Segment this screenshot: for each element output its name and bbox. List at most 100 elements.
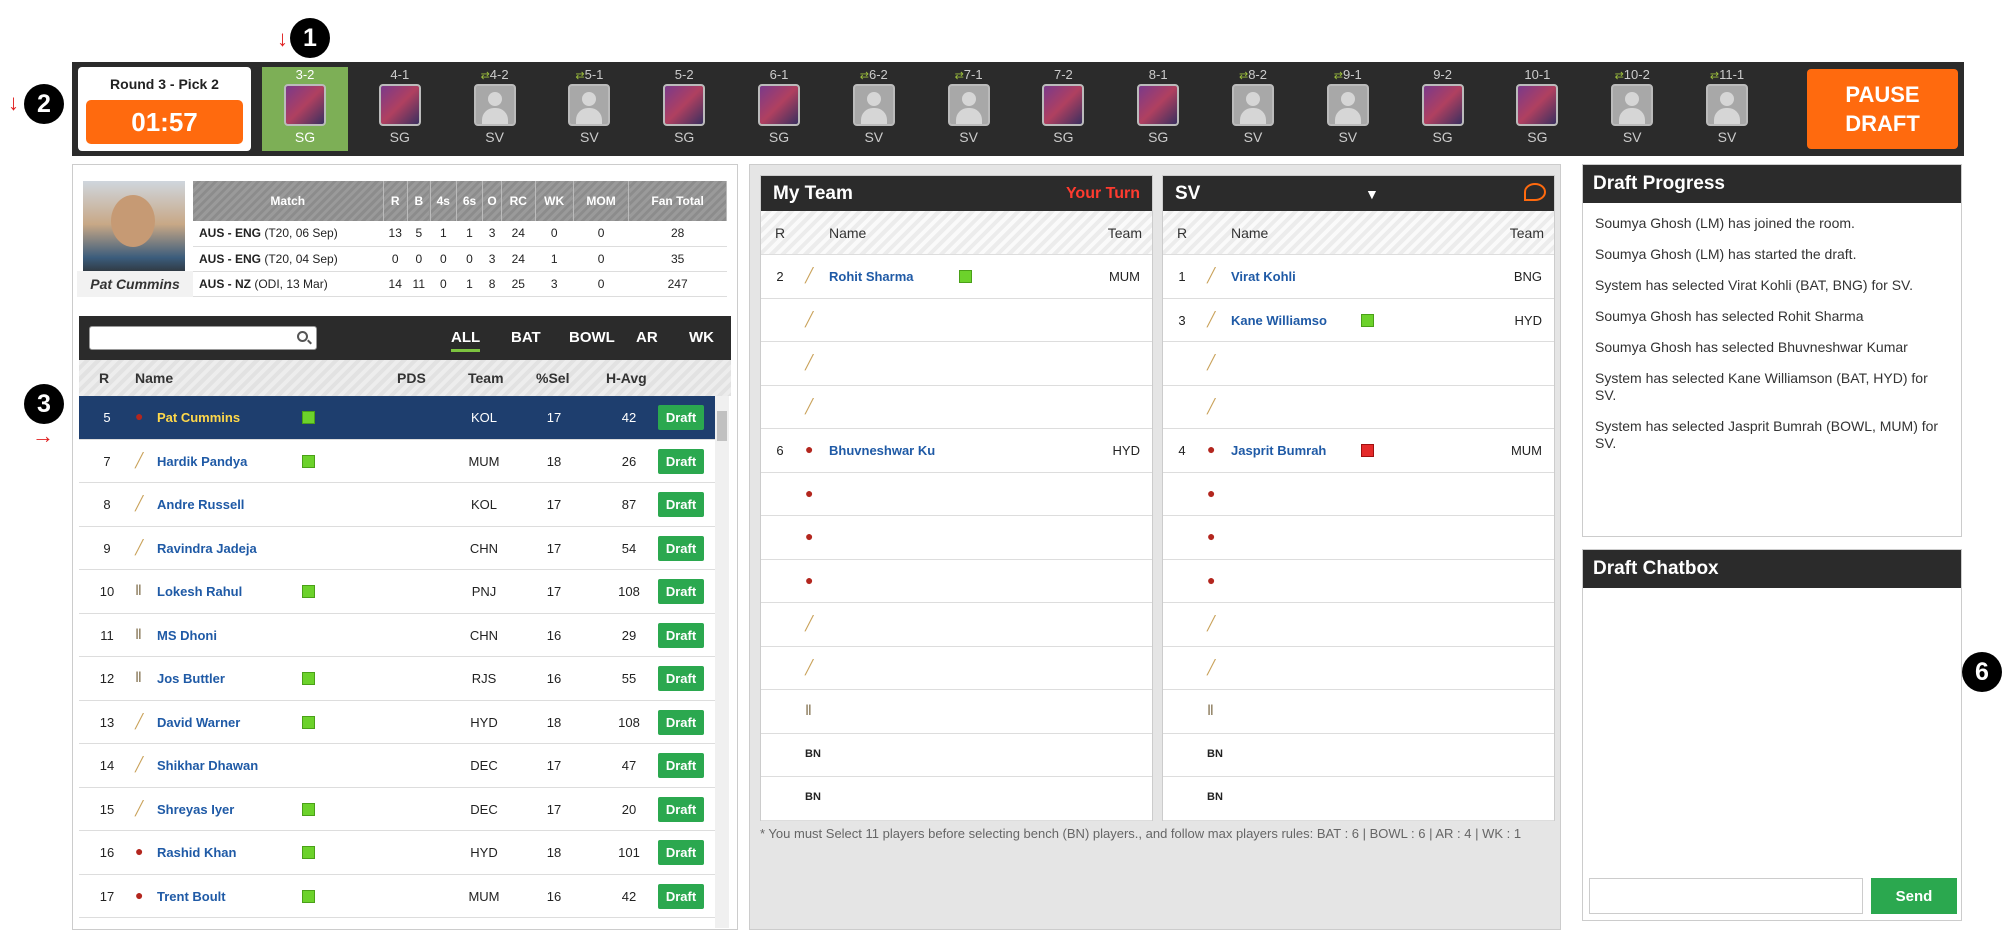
player-name[interactable]: Jos Buttler	[157, 671, 225, 686]
bat-icon: ╱	[135, 756, 144, 772]
bench-label: BN	[1207, 791, 1223, 803]
col-name: Name	[829, 225, 867, 241]
filter-tab-wk[interactable]: WK	[689, 329, 714, 346]
pick-slot[interactable]: ⇄9-1 SV	[1305, 67, 1391, 151]
stat-header: 4s	[430, 181, 457, 221]
player-row[interactable]: 13 ╱ David Warner HYD 18 108 Draft	[79, 701, 715, 744]
draft-button[interactable]: Draft	[658, 622, 704, 648]
scrollbar-thumb[interactable]	[717, 411, 727, 441]
slot-player-name[interactable]: Rohit Sharma	[829, 269, 914, 284]
pick-position: SG	[1148, 129, 1169, 145]
draft-button[interactable]: Draft	[658, 709, 704, 735]
col-pds: PDS	[397, 370, 426, 386]
team-slot: ╱	[1163, 342, 1554, 386]
filter-tab-all[interactable]: ALL	[451, 329, 481, 352]
pick-slot[interactable]: 5-2 SG	[641, 67, 727, 151]
player-name[interactable]: Pat Cummins	[157, 410, 241, 425]
player-name[interactable]: David Warner	[157, 714, 241, 730]
filter-tab-bowl[interactable]: BOWL	[569, 329, 615, 346]
bat-icon: ╱	[135, 712, 144, 729]
swap-icon: ⇄	[1709, 70, 1720, 82]
col-sel: %Sel	[536, 370, 570, 386]
pds-indicator	[302, 672, 315, 685]
filter-tab-bat[interactable]: BAT	[511, 329, 541, 346]
draft-button[interactable]: Draft	[658, 535, 704, 561]
ball-icon: ●	[135, 843, 144, 859]
pick-position: SV	[864, 129, 884, 145]
pds-indicator	[959, 270, 972, 283]
pick-slot[interactable]: 8-1 SG	[1115, 67, 1201, 151]
player-name[interactable]: Lokesh Rahul	[157, 584, 243, 599]
player-team: MUM	[468, 888, 500, 904]
pick-slot[interactable]: 3-2 SG	[262, 67, 348, 151]
stat-header: MOM	[573, 181, 630, 221]
chat-input[interactable]	[1589, 878, 1863, 914]
player-name[interactable]: Trent Boult	[157, 888, 226, 904]
draft-button[interactable]: Draft	[658, 448, 704, 474]
pause-draft-button[interactable]: PAUSE DRAFT	[1807, 69, 1958, 149]
pick-slot[interactable]: ⇄11-1 SV	[1684, 67, 1770, 151]
player-name[interactable]: Rashid Khan	[157, 845, 237, 860]
player-row[interactable]: 8 ╱ Andre Russell KOL 17 87 Draft	[79, 483, 715, 527]
player-row[interactable]: 11 Ⅱ MS Dhoni CHN 16 29 Draft	[79, 614, 715, 657]
pick-slot[interactable]: ⇄5-1 SV	[546, 67, 632, 151]
pick-slot[interactable]: ⇄7-1 SV	[926, 67, 1012, 151]
slot-team: HYD	[1112, 443, 1140, 458]
stat-value: 1	[430, 221, 457, 247]
player-row[interactable]: 10 Ⅱ Lokesh Rahul PNJ 17 108 Draft	[79, 570, 715, 614]
slot-player-name[interactable]: Jasprit Bumrah	[1231, 443, 1327, 458]
player-row[interactable]: 14 ╱ Shikhar Dhawan DEC 17 47 Draft	[79, 744, 715, 788]
player-row[interactable]: 7 ╱ Hardik Pandya MUM 18 26 Draft	[79, 440, 715, 483]
team-dropdown-icon[interactable]: ▼	[1365, 186, 1379, 202]
draft-button[interactable]: Draft	[658, 753, 704, 778]
player-name[interactable]: MS Dhoni	[157, 627, 217, 643]
draft-button[interactable]: Draft	[658, 840, 704, 865]
draft-button[interactable]: Draft	[658, 666, 704, 691]
player-photo	[83, 181, 185, 277]
draft-button[interactable]: Draft	[658, 796, 704, 822]
team-slot: ●	[761, 560, 1152, 603]
pick-slot[interactable]: ⇄6-2 SV	[831, 67, 917, 151]
search-icon[interactable]	[297, 331, 308, 342]
pick-number: ⇄6-2	[831, 67, 917, 83]
player-name[interactable]: Andre Russell	[157, 497, 245, 512]
pick-slot[interactable]: 10-1 SG	[1494, 67, 1580, 151]
player-row[interactable]: 5 ● Pat Cummins KOL 17 42 Draft	[79, 396, 715, 440]
pick-number-text: 9-1	[1343, 67, 1362, 82]
slot-player-name[interactable]: Bhuvneshwar Ku	[829, 443, 936, 458]
draft-order-bar: Round 3 - Pick 2 01:57 3-2 SG 4-1 SG ⇄4-2 SV ⇄…	[72, 62, 1964, 156]
players-scrollbar[interactable]	[715, 396, 729, 928]
player-row[interactable]: 15 ╱ Shreyas Iyer DEC 17 20 Draft	[79, 788, 715, 831]
player-row[interactable]: 12 Ⅱ Jos Buttler RJS 16 55 Draft	[79, 657, 715, 701]
filter-tab-ar[interactable]: AR	[636, 329, 658, 346]
pick-slot[interactable]: ⇄8-2 SV	[1210, 67, 1296, 151]
player-row[interactable]: 16 ● Rashid Khan HYD 18 101 Draft	[79, 831, 715, 875]
pick-avatar	[1516, 84, 1559, 126]
draft-button[interactable]: Draft	[658, 883, 704, 909]
pick-avatar	[378, 84, 421, 126]
send-button[interactable]: Send	[1871, 878, 1957, 914]
pick-slot[interactable]: 4-1 SG	[357, 67, 443, 151]
opponent-team-panel: SV ▼ R Name Team 1 ╱ Virat Kohli BNG 3 ╱ Kane …	[1162, 175, 1555, 821]
draft-button[interactable]: Draft	[658, 579, 704, 604]
slot-rank: 1	[1178, 269, 1186, 284]
slot-player-name[interactable]: Kane Williamso	[1231, 312, 1327, 328]
pick-slot[interactable]: ⇄4-2 SV	[452, 67, 538, 151]
search-input[interactable]	[89, 326, 317, 350]
chat-bubble-icon[interactable]	[1524, 183, 1546, 201]
player-row[interactable]: 17 ● Trent Boult MUM 16 42 Draft	[79, 875, 715, 918]
pick-avatar	[1326, 84, 1369, 126]
player-name[interactable]: Shikhar Dhawan	[157, 758, 259, 773]
draft-button[interactable]: Draft	[658, 405, 704, 430]
player-name[interactable]: Ravindra Jadeja	[157, 540, 257, 556]
pick-slot[interactable]: 6-1 SG	[736, 67, 822, 151]
team-slot: ╱	[761, 603, 1152, 647]
slot-player-name[interactable]: Virat Kohli	[1231, 269, 1296, 284]
pick-slot[interactable]: ⇄10-2 SV	[1589, 67, 1675, 151]
pick-slot[interactable]: 7-2 SG	[1020, 67, 1106, 151]
player-name[interactable]: Shreyas Iyer	[157, 801, 235, 817]
pick-slot[interactable]: 9-2 SG	[1400, 67, 1486, 151]
player-row[interactable]: 9 ╱ Ravindra Jadeja CHN 17 54 Draft	[79, 527, 715, 570]
draft-button[interactable]: Draft	[658, 492, 704, 517]
player-name[interactable]: Hardik Pandya	[157, 453, 248, 469]
